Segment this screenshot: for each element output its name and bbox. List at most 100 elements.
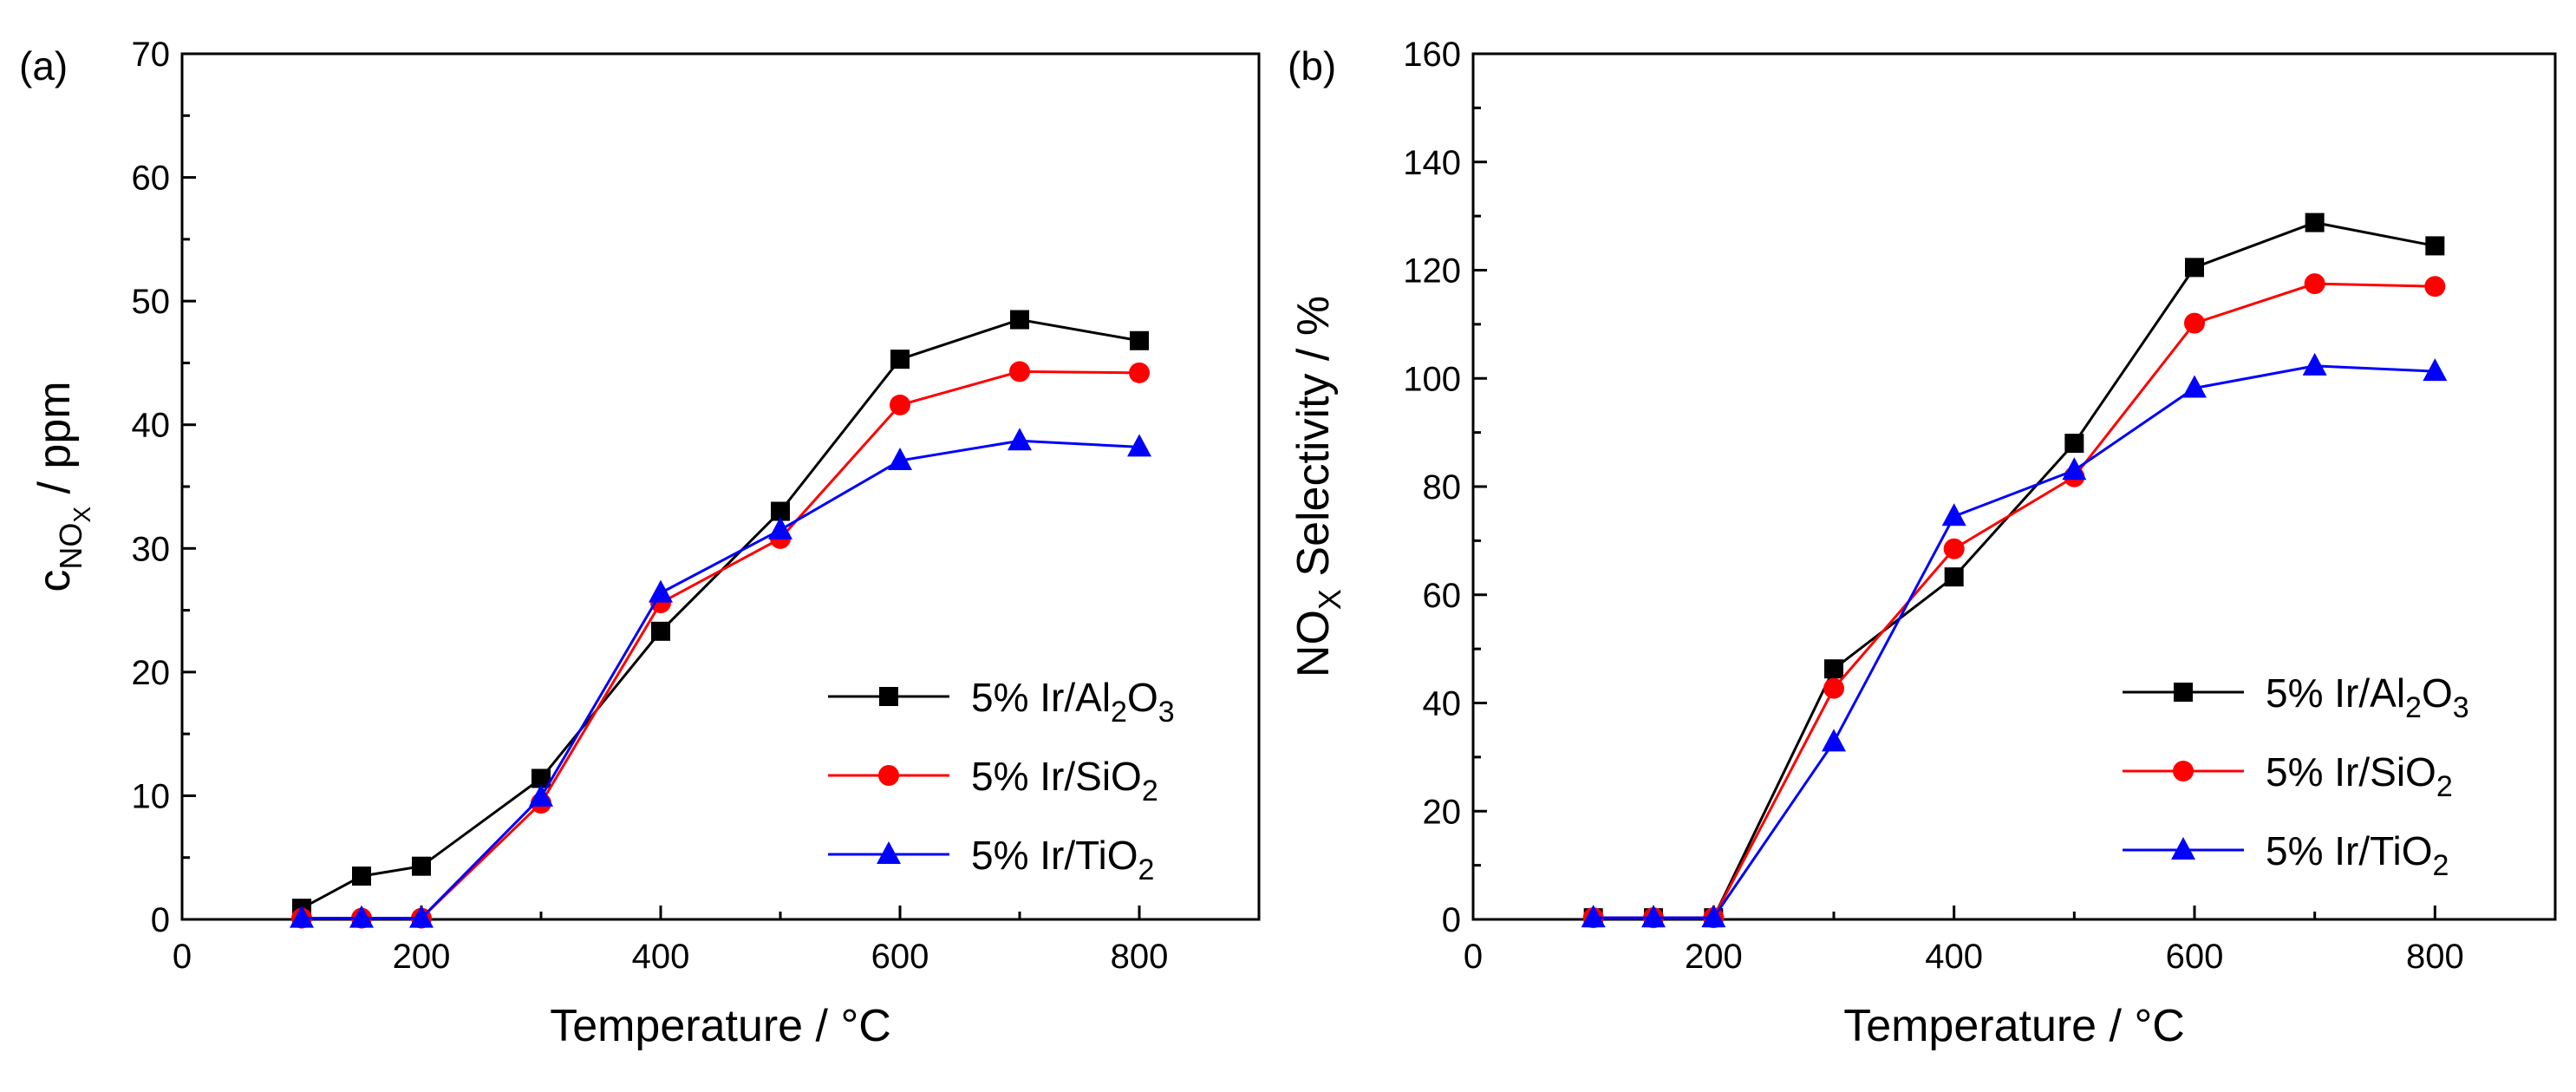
series-triangle <box>1581 352 2448 928</box>
y-tick-label: 40 <box>1423 685 1462 723</box>
data-point <box>2185 258 2204 278</box>
data-point <box>349 905 374 928</box>
panel-label: (b) <box>1288 43 1336 88</box>
legend-label-subscript: 3 <box>2453 691 2469 724</box>
data-point <box>2304 273 2325 295</box>
data-point <box>2062 457 2087 481</box>
legend-label-subscript: 2 <box>2433 849 2449 882</box>
y-axis-title-sub-subscript: X <box>68 507 95 523</box>
data-point <box>1641 905 1666 928</box>
legend-marker <box>878 765 899 786</box>
y-tick-label: 100 <box>1403 360 1461 398</box>
legend-label-text: 5% Ir/TiO <box>2266 828 2433 873</box>
y-tick-label: 0 <box>1442 901 1461 939</box>
legend-label: 5% Ir/TiO2 <box>2266 828 2449 882</box>
x-tick-label: 600 <box>2166 938 2224 976</box>
panel-label: (a) <box>19 43 68 88</box>
data-point <box>1941 503 1966 526</box>
x-tick-label: 600 <box>871 938 929 976</box>
data-point <box>1823 677 1844 699</box>
series-square <box>292 310 1149 919</box>
data-point <box>1701 905 1726 928</box>
data-point <box>1009 361 1030 383</box>
series-line <box>1593 221 2436 919</box>
data-point <box>1008 428 1032 451</box>
data-point <box>1129 362 1150 383</box>
data-point <box>412 856 431 876</box>
legend-label: 5% Ir/Al2O3 <box>971 675 1175 729</box>
legend-marker <box>879 687 898 706</box>
y-axis-title-subscript: X <box>1312 589 1347 610</box>
y-tick-label: 20 <box>1423 793 1462 831</box>
y-tick-label: 10 <box>132 777 171 815</box>
x-tick-label: 800 <box>1111 938 1169 976</box>
data-point <box>890 394 910 415</box>
data-point <box>2184 312 2205 334</box>
y-axis-title-tail: / ppm <box>29 381 80 507</box>
data-point <box>1130 330 1149 350</box>
legend-marker <box>2173 761 2194 781</box>
data-point <box>888 448 912 471</box>
data-point <box>1824 659 1843 679</box>
legend-label-subscript: 2 <box>1138 853 1155 886</box>
x-axis-title: Temperature / °C <box>1843 1001 2185 1051</box>
y-axis-title: NOX Selectivity / % <box>1288 296 1347 677</box>
data-point <box>1943 538 1965 559</box>
y-tick-label: 60 <box>1423 577 1462 615</box>
data-point <box>2302 352 2327 376</box>
legend-marker <box>2171 837 2195 860</box>
legend-marker <box>877 841 901 864</box>
data-point <box>529 783 553 807</box>
legend-label-text: 5% Ir/TiO <box>971 833 1138 878</box>
x-tick-label: 0 <box>1464 938 1483 976</box>
data-point <box>649 579 673 603</box>
data-point <box>2424 276 2446 298</box>
panel-b: 0 200 400 600 800 0 20 40 60 80 100 120 140 160 Temper… <box>1288 36 2557 1051</box>
x-tick-label: 400 <box>632 938 690 976</box>
data-point <box>771 501 790 521</box>
legend-label-text: O <box>2422 670 2453 716</box>
y-tick-label: 120 <box>1403 252 1461 291</box>
y-axis-title-subscript: NO <box>53 523 88 570</box>
data-point <box>890 350 910 369</box>
data-point <box>532 768 551 788</box>
data-point <box>768 516 792 539</box>
legend-label: 5% Ir/TiO2 <box>971 833 1154 886</box>
data-point <box>2182 375 2207 398</box>
data-point <box>352 866 371 886</box>
y-axis-title-tail: Selectivity / % <box>1288 296 1339 589</box>
series-line <box>301 317 1140 910</box>
y-tick-label: 50 <box>132 283 171 321</box>
y-tick-label: 0 <box>151 901 170 939</box>
y-tick-label: 60 <box>132 160 171 198</box>
x-tick-label: 400 <box>1925 938 1983 976</box>
legend-marker <box>2174 683 2193 702</box>
y-tick-label: 40 <box>132 407 171 445</box>
x-axis-title: Temperature / °C <box>550 1001 891 1051</box>
y-tick-label: 140 <box>1403 144 1461 182</box>
y-axis-title-main: c <box>29 570 80 592</box>
y-tick-label: 80 <box>1423 468 1462 507</box>
legend-label-subscript: 2 <box>1111 696 1127 729</box>
data-point <box>2305 213 2325 232</box>
legend-label-text: 5% Ir/SiO <box>971 754 1142 799</box>
data-point <box>1127 434 1151 457</box>
data-point <box>1010 310 1029 330</box>
data-point <box>1581 905 1606 928</box>
panel-a: 0 200 400 600 800 0 10 20 30 40 50 60 70 Temperature … <box>19 36 1261 1051</box>
data-point <box>651 621 670 641</box>
x-tick-label: 0 <box>173 938 192 976</box>
data-point <box>1944 567 1964 587</box>
legend-label-text: 5% Ir/Al <box>971 675 1111 720</box>
y-axis-title-main: NO <box>1288 610 1339 677</box>
y-tick-label: 160 <box>1403 36 1461 74</box>
legend-label: 5% Ir/SiO2 <box>2266 749 2453 803</box>
x-tick-label: 800 <box>2406 938 2464 976</box>
legend-label: 5% Ir/SiO2 <box>971 754 1158 808</box>
data-point <box>2064 434 2084 454</box>
data-point <box>2425 236 2445 256</box>
x-tick-label: 200 <box>1685 938 1743 976</box>
y-tick-label: 20 <box>132 654 171 692</box>
